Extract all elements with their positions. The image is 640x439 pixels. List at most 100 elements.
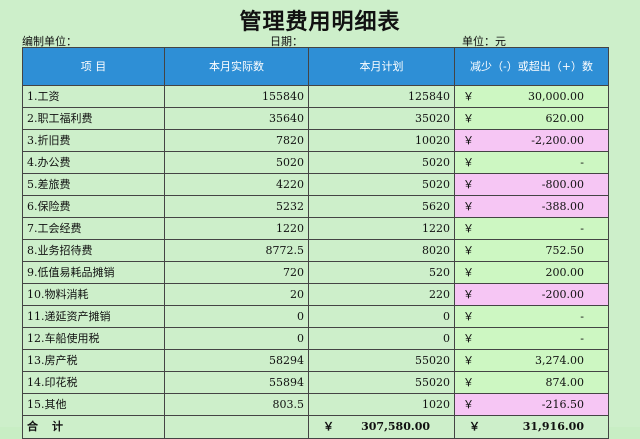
difference-value: -200.00 [541, 288, 584, 301]
currency-symbol: ￥ [463, 244, 474, 257]
cell-actual[interactable]: 4220 [164, 173, 309, 196]
cell-difference[interactable]: ￥ 752.50 [454, 239, 609, 262]
cell-difference[interactable]: ￥ 30,000.00 [454, 85, 609, 108]
cell-plan[interactable]: 35020 [308, 107, 455, 130]
currency-symbol: ￥ [469, 420, 480, 433]
cell-item[interactable]: 2.职工福利费 [22, 107, 165, 130]
table-row: 5.差旅费 4220 5020 ￥ -800.00 [22, 173, 609, 196]
difference-value: -388.00 [541, 200, 584, 213]
currency-symbol: ￥ [463, 288, 474, 301]
cell-item[interactable]: 3.折旧费 [22, 129, 165, 152]
cell-plan[interactable]: 1020 [308, 393, 455, 416]
difference-value: 620.00 [545, 112, 585, 125]
cell-item[interactable]: 15.其他 [22, 393, 165, 416]
cell-actual[interactable]: 0 [164, 305, 309, 328]
total-difference-value: 31,916.00 [522, 420, 584, 433]
difference-value: 30,000.00 [528, 90, 584, 103]
currency-symbol: ￥ [323, 420, 334, 433]
cell-actual[interactable]: 0 [164, 327, 309, 350]
difference-value: -216.50 [541, 398, 584, 411]
currency-symbol: ￥ [463, 112, 474, 125]
cell-difference[interactable]: ￥ - [454, 305, 609, 328]
cell-actual[interactable]: 8772.5 [164, 239, 309, 262]
page-title: 管理费用明细表 [239, 9, 401, 35]
cell-item[interactable]: 9.低值易耗品摊销 [22, 261, 165, 284]
cell-actual[interactable]: 1220 [164, 217, 309, 240]
cell-item[interactable]: 10.物料消耗 [22, 283, 165, 306]
cell-difference[interactable]: ￥ 3,274.00 [454, 349, 609, 372]
total-row: 合计 ￥ 307,580.00 ￥ 31,916.00 [22, 415, 609, 439]
cell-difference[interactable]: ￥ -216.50 [454, 393, 609, 416]
cell-actual[interactable]: 5232 [164, 195, 309, 218]
cell-plan[interactable]: 55020 [308, 349, 455, 372]
header-item[interactable]: 项 目 [22, 47, 165, 86]
cell-item[interactable]: 14.印花税 [22, 371, 165, 394]
table-row: 14.印花税 55894 55020 ￥ 874.00 [22, 371, 609, 394]
cell-actual[interactable]: 55894 [164, 371, 309, 394]
preparer-unit-label: 编制单位： [22, 35, 77, 48]
spreadsheet-sheet: 管理费用明细表 编制单位： 日期： 单位：元 项 目 本月实际数 本月计划 减少… [22, 9, 609, 439]
cell-item[interactable]: 8.业务招待费 [22, 239, 165, 262]
difference-value: 874.00 [545, 376, 585, 389]
cell-plan[interactable]: 5620 [308, 195, 455, 218]
cell-actual[interactable]: 20 [164, 283, 309, 306]
cell-difference[interactable]: ￥ - [454, 217, 609, 240]
currency-unit-label: 单位：元 [462, 35, 506, 48]
cell-difference[interactable]: ￥ 620.00 [454, 107, 609, 130]
cell-plan[interactable]: 125840 [308, 85, 455, 108]
total-actual[interactable] [164, 415, 309, 439]
cell-plan[interactable]: 5020 [308, 151, 455, 174]
cell-item[interactable]: 5.差旅费 [22, 173, 165, 196]
cell-plan[interactable]: 0 [308, 305, 455, 328]
table-row: 12.车船使用税 0 0 ￥ - [22, 327, 609, 350]
cell-actual[interactable]: 5020 [164, 151, 309, 174]
cell-actual[interactable]: 35640 [164, 107, 309, 130]
cell-plan[interactable]: 10020 [308, 129, 455, 152]
total-difference[interactable]: ￥ 31,916.00 [454, 415, 609, 439]
cell-actual[interactable]: 58294 [164, 349, 309, 372]
cell-plan[interactable]: 55020 [308, 371, 455, 394]
currency-symbol: ￥ [463, 266, 474, 279]
table-header-row: 项 目 本月实际数 本月计划 减少（-）或超出（+）数 [22, 47, 609, 86]
cell-plan[interactable]: 0 [308, 327, 455, 350]
cell-plan[interactable]: 1220 [308, 217, 455, 240]
cell-plan[interactable]: 5020 [308, 173, 455, 196]
cell-plan[interactable]: 8020 [308, 239, 455, 262]
cell-difference[interactable]: ￥ - [454, 151, 609, 174]
difference-value: 3,274.00 [535, 354, 584, 367]
cell-item[interactable]: 12.车船使用税 [22, 327, 165, 350]
table-row: 1.工资 155840 125840 ￥ 30,000.00 [22, 85, 609, 108]
cell-actual[interactable]: 720 [164, 261, 309, 284]
cell-difference[interactable]: ￥ -2,200.00 [454, 129, 609, 152]
table-row: 2.职工福利费 35640 35020 ￥ 620.00 [22, 107, 609, 130]
cell-item[interactable]: 4.办公费 [22, 151, 165, 174]
table-row: 4.办公费 5020 5020 ￥ - [22, 151, 609, 174]
cell-item[interactable]: 11.递延资产摊销 [22, 305, 165, 328]
total-label[interactable]: 合计 [22, 415, 165, 439]
table-row: 15.其他 803.5 1020 ￥ -216.50 [22, 393, 609, 416]
cell-actual[interactable]: 803.5 [164, 393, 309, 416]
difference-value: -2,200.00 [531, 134, 584, 147]
cell-actual[interactable]: 7820 [164, 129, 309, 152]
cell-item[interactable]: 1.工资 [22, 85, 165, 108]
cell-difference[interactable]: ￥ 874.00 [454, 371, 609, 394]
header-difference[interactable]: 减少（-）或超出（+）数 [454, 47, 609, 86]
cell-difference[interactable]: ￥ - [454, 327, 609, 350]
cell-item[interactable]: 13.房产税 [22, 349, 165, 372]
header-actual[interactable]: 本月实际数 [164, 47, 309, 86]
table-row: 13.房产税 58294 55020 ￥ 3,274.00 [22, 349, 609, 372]
cell-item[interactable]: 6.保险费 [22, 195, 165, 218]
cell-plan[interactable]: 220 [308, 283, 455, 306]
cell-difference[interactable]: ￥ -388.00 [454, 195, 609, 218]
total-plan[interactable]: ￥ 307,580.00 [308, 415, 455, 439]
cell-difference[interactable]: ￥ 200.00 [454, 261, 609, 284]
expense-table: 项 目 本月实际数 本月计划 减少（-）或超出（+）数 1.工资 155840 12… [22, 47, 609, 439]
cell-plan[interactable]: 520 [308, 261, 455, 284]
header-plan[interactable]: 本月计划 [308, 47, 455, 86]
currency-symbol: ￥ [463, 310, 474, 323]
cell-difference[interactable]: ￥ -200.00 [454, 283, 609, 306]
cell-actual[interactable]: 155840 [164, 85, 309, 108]
cell-difference[interactable]: ￥ -800.00 [454, 173, 609, 196]
currency-symbol: ￥ [463, 134, 474, 147]
cell-item[interactable]: 7.工会经费 [22, 217, 165, 240]
